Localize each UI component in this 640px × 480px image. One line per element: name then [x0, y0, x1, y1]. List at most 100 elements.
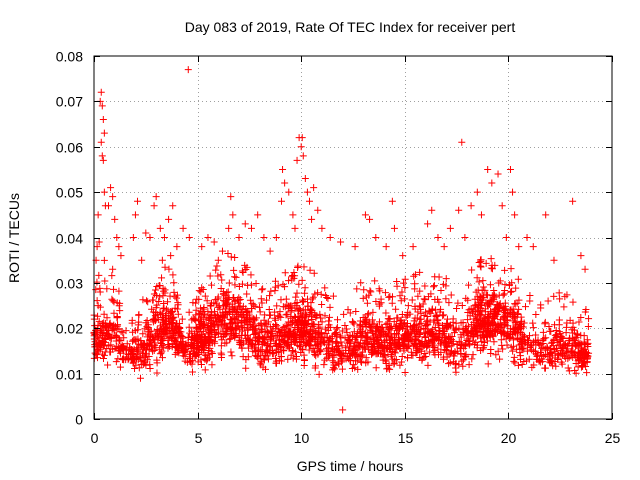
- data-point: [367, 323, 375, 331]
- data-point: [198, 243, 206, 251]
- data-point: [388, 197, 396, 205]
- data-point: [384, 364, 392, 372]
- data-point: [200, 310, 208, 318]
- data-point: [512, 284, 520, 292]
- data-point: [173, 305, 181, 313]
- data-point: [440, 311, 448, 319]
- data-point: [398, 334, 406, 342]
- data-point: [164, 336, 172, 344]
- data-point: [261, 328, 269, 336]
- data-point: [401, 275, 409, 283]
- data-point: [97, 138, 105, 146]
- data-point: [307, 299, 315, 307]
- data-point: [517, 340, 525, 348]
- data-point: [166, 292, 174, 300]
- data-point: [477, 312, 485, 320]
- data-point: [283, 301, 291, 309]
- data-point: [395, 325, 403, 333]
- data-point: [152, 291, 160, 299]
- data-point: [357, 351, 365, 359]
- data-point: [291, 323, 299, 331]
- data-point: [532, 311, 540, 319]
- data-point: [416, 302, 424, 310]
- data-point: [326, 313, 334, 321]
- data-point: [466, 340, 474, 348]
- data-point: [520, 357, 528, 365]
- data-point: [266, 337, 274, 345]
- data-point: [100, 310, 108, 318]
- data-point: [136, 353, 144, 361]
- data-point: [459, 318, 467, 326]
- data-point: [473, 274, 481, 282]
- data-point: [530, 361, 538, 369]
- data-point: [344, 353, 352, 361]
- data-point: [218, 247, 226, 255]
- data-point: [234, 318, 242, 326]
- data-point: [408, 296, 416, 304]
- data-point: [515, 296, 523, 304]
- data-point: [569, 197, 577, 205]
- data-point: [238, 327, 246, 335]
- data-point: [261, 365, 269, 373]
- data-point: [158, 354, 166, 362]
- data-point: [255, 333, 263, 341]
- data-point: [295, 280, 303, 288]
- data-point: [110, 285, 118, 293]
- data-point: [363, 299, 371, 307]
- data-point: [271, 287, 279, 295]
- data-point: [458, 138, 466, 146]
- data-point: [111, 215, 119, 223]
- data-point: [114, 355, 122, 363]
- data-point: [160, 287, 168, 295]
- data-point: [469, 351, 477, 359]
- data-point: [197, 356, 205, 364]
- data-point: [216, 318, 224, 326]
- data-point: [250, 320, 258, 328]
- data-point: [520, 345, 528, 353]
- data-point: [287, 314, 295, 322]
- data-point: [223, 327, 231, 335]
- data-point: [387, 322, 395, 330]
- data-point: [103, 314, 111, 322]
- data-point: [228, 352, 236, 360]
- data-point: [125, 354, 133, 362]
- data-point: [214, 323, 222, 331]
- data-point: [562, 323, 570, 331]
- data-point: [100, 129, 108, 137]
- data-point: [323, 354, 331, 362]
- data-point: [312, 328, 320, 336]
- data-point: [379, 356, 387, 364]
- data-point: [205, 329, 213, 337]
- data-point: [200, 349, 208, 357]
- data-point: [235, 294, 243, 302]
- data-point: [281, 179, 289, 187]
- data-point: [208, 350, 216, 358]
- data-point: [217, 284, 225, 292]
- data-point: [348, 364, 356, 372]
- data-point: [106, 333, 114, 341]
- data-point: [117, 252, 125, 260]
- data-point: [306, 266, 314, 274]
- data-point: [325, 317, 333, 325]
- data-point: [483, 337, 491, 345]
- data-point: [164, 344, 172, 352]
- data-point: [459, 326, 467, 334]
- data-point: [382, 309, 390, 317]
- data-point: [511, 319, 519, 327]
- data-point: [120, 356, 128, 364]
- data-point: [158, 310, 166, 318]
- data-point: [440, 243, 448, 251]
- data-point: [551, 354, 559, 362]
- data-point: [179, 224, 187, 232]
- data-point: [174, 323, 182, 331]
- data-point: [260, 234, 268, 241]
- data-point: [386, 315, 394, 323]
- data-point: [98, 350, 106, 358]
- data-point: [291, 348, 299, 356]
- data-point: [536, 356, 544, 364]
- data-point: [584, 322, 592, 330]
- data-point: [529, 243, 537, 251]
- data-point: [170, 288, 178, 296]
- data-point: [115, 287, 123, 295]
- data-point: [173, 340, 181, 348]
